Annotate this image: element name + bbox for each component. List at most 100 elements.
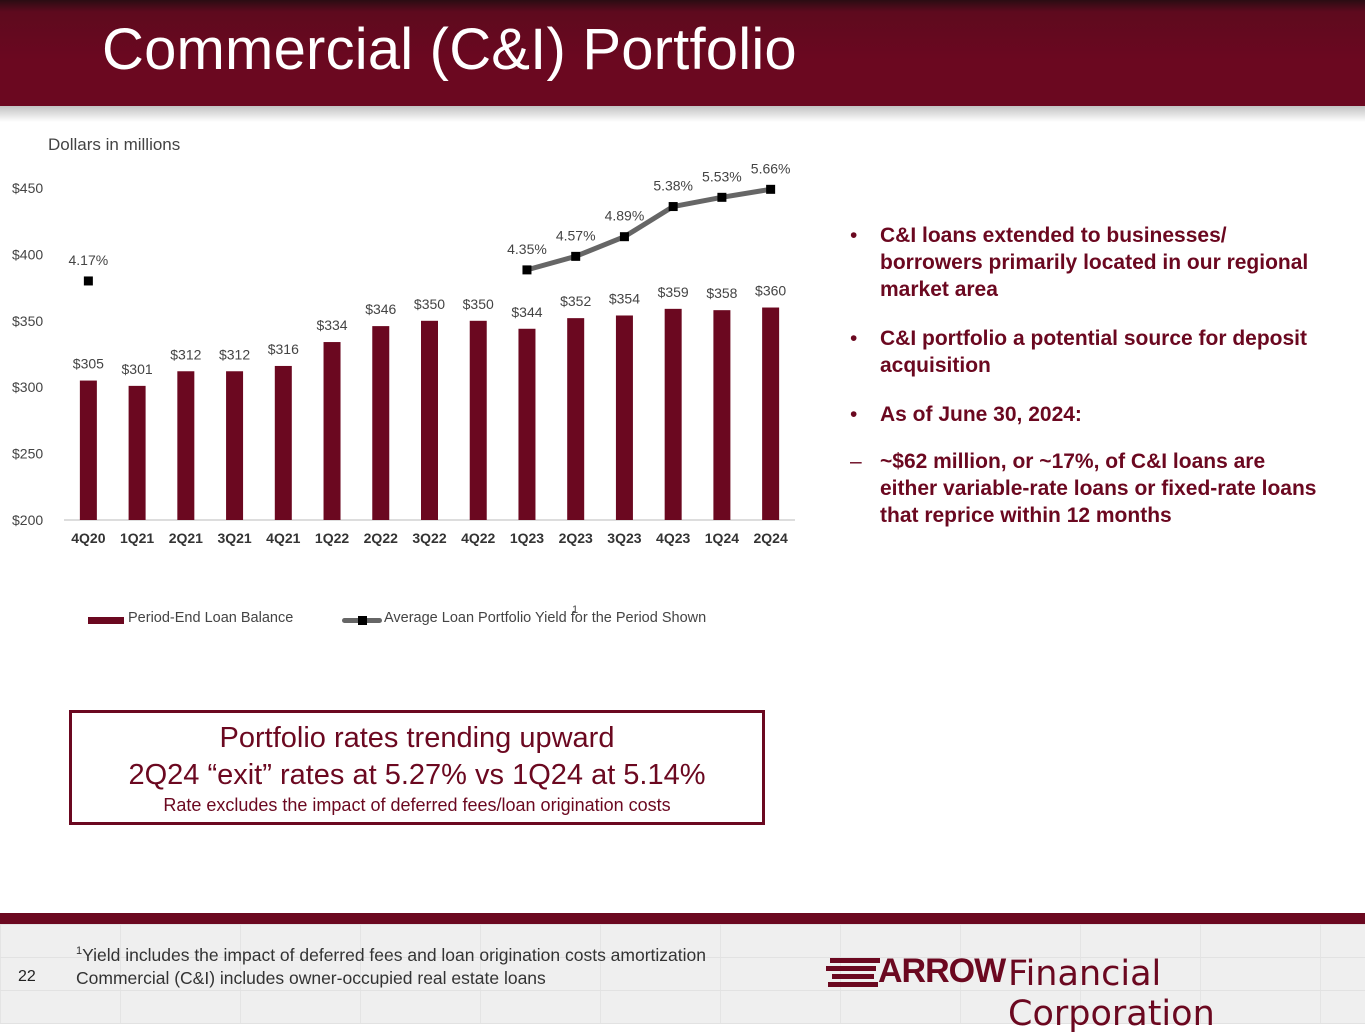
x-tick-label: 2Q23 [559,530,593,546]
y-tick-label: $200 [12,512,43,528]
chart-units-label: Dollars in millions [48,135,181,154]
bar-data-label: $344 [511,304,542,320]
y-tick-label: $250 [12,446,43,462]
bar-data-label: $305 [73,356,104,372]
company-logo: ARROW Financial Corporation [826,952,1356,1034]
bar-data-label: $346 [365,301,396,317]
y-tick-label: $300 [12,379,43,395]
callout-headline: Portfolio rates trending upward [219,722,615,754]
footnote-commercial: Commercial (C&I) includes owner-occupied… [76,968,546,988]
x-tick-label: 2Q21 [169,530,203,546]
yield-point [522,265,532,275]
bullet-text: ~$62 million, or ~17%, of C&I loans are … [880,450,1317,527]
footer-bar [0,913,1365,924]
bullet-list: • C&I loans extended to businesses/ borr… [850,222,1320,551]
legend-bar-label: Period-End Loan Balance [128,610,294,626]
bar-data-label: $334 [316,317,347,333]
arrow-lines-icon [826,958,880,987]
bullet-text: As of June 30, 2024: [880,403,1082,426]
bar-data-label: $360 [755,283,786,299]
yield-point [571,251,581,261]
bar-data-label: $316 [268,341,299,357]
bar-mark [469,320,487,520]
bar-data-label: $352 [560,293,591,309]
bullet-mark: • [850,327,858,350]
x-tick-label: 1Q22 [315,530,349,546]
x-tick-label: 1Q24 [705,530,739,546]
bar-data-label: $358 [706,285,737,301]
footnote-superscript: 1 [76,945,83,958]
x-tick-label: 4Q21 [266,530,300,546]
y-tick-label: $350 [12,313,43,329]
yield-data-label: 4.35% [507,241,547,257]
bar-mark [518,328,536,520]
bar-mark [226,371,244,520]
legend-item-yield: Average Loan Portfolio Yield for the Per… [342,604,707,626]
footnotes: 1Yield includes the impact of deferred f… [76,944,706,990]
bar-data-label: $312 [170,346,201,362]
logo-company-name: Financial Corporation [1008,954,1215,1034]
bar-mark [323,342,341,520]
yield-data-label: 5.38% [653,178,693,194]
legend-line-superscript: 1 [572,604,579,616]
bar-mark [372,326,390,520]
y-tick-label: $400 [12,246,43,262]
yield-point [717,192,727,202]
logo-brand: ARROW [878,952,1006,990]
yield-line [526,186,772,273]
bar-mark [567,318,585,520]
callout-note: Rate excludes the impact of deferred fee… [163,795,671,815]
x-tick-label: 1Q21 [120,530,154,546]
bullet-item: • C&I portfolio a potential source for d… [850,325,1320,379]
yield-data-label: 4.17% [69,252,109,268]
x-tick-label: 3Q22 [412,530,446,546]
page-number: 22 [18,968,36,985]
footnote-yield: 1Yield includes the impact of deferred f… [76,944,706,967]
bar-data-label: $350 [463,296,494,312]
yield-point [619,232,629,242]
bar-data-label: $350 [414,296,445,312]
legend-line-label: Average Loan Portfolio Yield for the Per… [384,610,707,626]
bar-mark [177,371,195,520]
bar-mark [421,320,438,520]
callout-rate-comparison: 2Q24 “exit” rates at 5.27% vs 1Q24 at 5.… [128,759,706,791]
bullet-item: – ~$62 million, or ~17%, of C&I loans ar… [850,448,1320,529]
bullet-item: • C&I loans extended to businesses/ borr… [850,222,1320,303]
yield-data-label: 4.89% [605,208,645,224]
bullet-text: C&I portfolio a potential source for dep… [880,327,1308,377]
bullet-mark: – [850,450,862,473]
legend-bar-swatch [88,617,124,624]
bar-mark [274,365,292,520]
yield-point [766,184,776,194]
legend-item-balance: Period-End Loan Balance [88,610,293,626]
x-tick-label: 2Q22 [364,530,398,546]
yield-point [668,202,678,212]
header-bar [0,0,1365,106]
x-tick-label: 4Q22 [461,530,495,546]
loan-portfolio-chart: $200 $250 $300 $350 $400 $450 $305 4Q20 $301 1Q21… [12,160,795,546]
page-title: Commercial (C&I) Portfolio [102,17,797,82]
bullet-item: • As of June 30, 2024: [850,401,1320,428]
bar-mark [128,385,146,520]
bar-data-label: $359 [658,284,689,300]
bar-data-label: $301 [122,361,153,377]
x-tick-label: 3Q21 [217,530,251,546]
bar-mark [713,310,731,520]
legend-marker-swatch [358,616,367,625]
bullet-mark: • [850,224,858,247]
footer-brick-background [0,924,1365,1024]
y-tick-label: $450 [12,180,43,196]
bar-mark [79,380,97,520]
x-tick-label: 4Q23 [656,530,690,546]
x-tick-label: 4Q20 [71,530,105,546]
yield-point [83,276,93,286]
bullet-mark: • [850,403,858,426]
yield-data-label: 4.57% [556,227,596,243]
x-tick-label: 2Q24 [754,530,788,546]
bullet-text: C&I loans extended to businesses/ borrow… [880,224,1309,301]
bar-mark [664,308,682,520]
bar-data-label: $312 [219,346,250,362]
header-shadow [0,106,1365,122]
yield-data-label: 5.66% [751,160,791,176]
x-tick-label: 1Q23 [510,530,544,546]
